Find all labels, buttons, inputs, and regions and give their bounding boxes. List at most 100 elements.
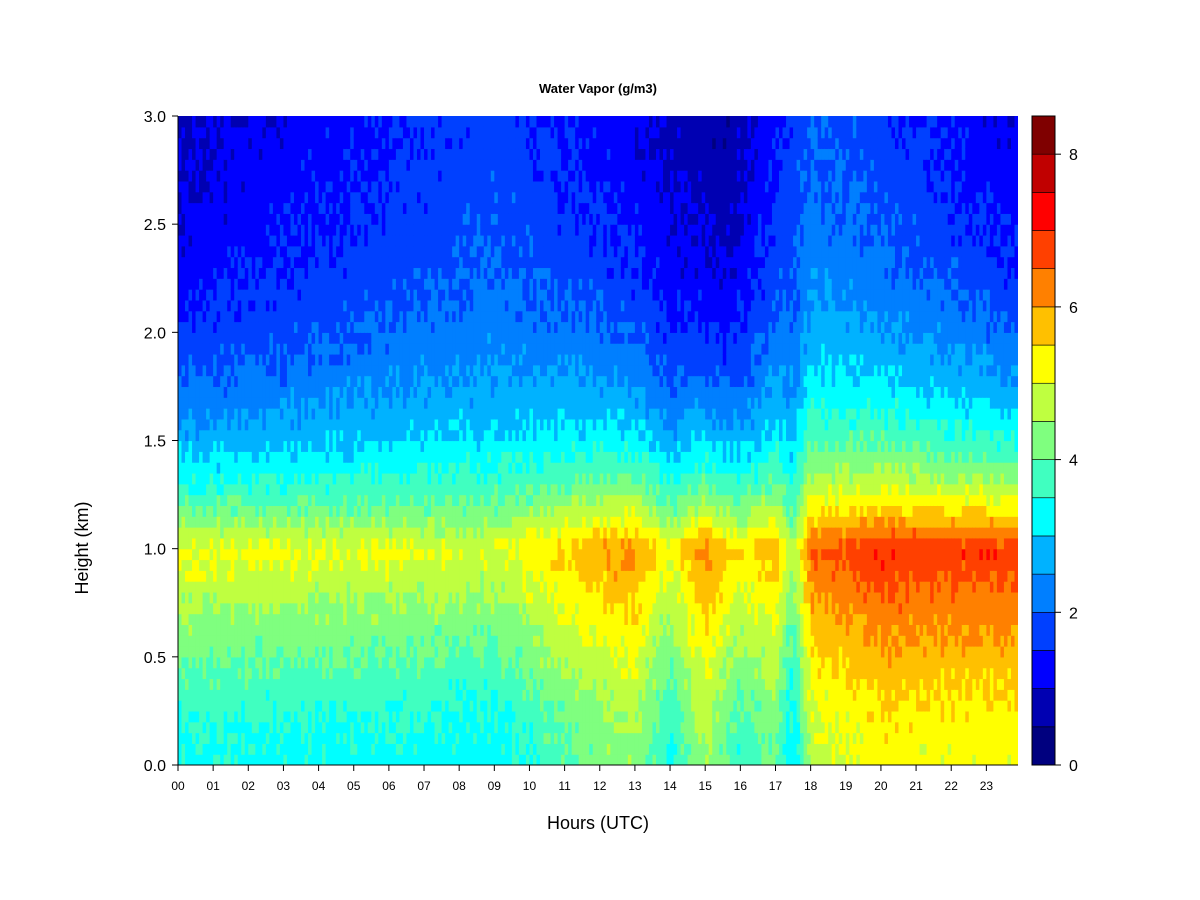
heatmap-cell <box>374 462 379 474</box>
heatmap-cell <box>297 462 302 474</box>
heatmap-cell <box>297 170 302 182</box>
heatmap-cell <box>206 148 211 160</box>
heatmap-cell <box>315 289 320 301</box>
heatmap-cell <box>332 148 337 160</box>
heatmap-cell <box>434 245 439 258</box>
heatmap-cell <box>279 570 285 582</box>
heatmap-cell <box>237 299 242 312</box>
heatmap-cell <box>448 494 453 506</box>
heatmap-cell <box>181 440 186 452</box>
heatmap-cell <box>381 213 386 225</box>
heatmap-cell <box>395 353 401 366</box>
heatmap-cell <box>213 548 218 561</box>
heatmap-cell <box>322 213 327 225</box>
heatmap-cell <box>441 483 446 496</box>
heatmap-cell <box>265 343 270 355</box>
heatmap-cell <box>237 126 242 139</box>
heatmap-cell <box>178 245 183 258</box>
heatmap-cell <box>209 364 214 377</box>
heatmap-cell <box>195 472 200 485</box>
heatmap-cell <box>381 148 386 160</box>
heatmap-cell <box>304 591 309 604</box>
heatmap-cell <box>318 386 323 398</box>
heatmap-cell <box>206 397 211 409</box>
heatmap-cell <box>255 472 260 485</box>
heatmap-cell <box>244 602 249 615</box>
heatmap-cell <box>185 527 190 539</box>
heatmap-cell <box>427 613 432 625</box>
heatmap-cell <box>441 245 446 258</box>
heatmap-cell <box>413 137 418 150</box>
heatmap-cell <box>318 559 323 571</box>
heatmap-cell <box>339 278 344 290</box>
heatmap-cell <box>417 234 422 247</box>
heatmap-cell <box>409 224 415 236</box>
heatmap-cell <box>434 516 439 528</box>
heatmap-cell <box>248 591 253 604</box>
heatmap-cell <box>360 213 365 225</box>
heatmap-cell <box>209 732 214 744</box>
heatmap-cell <box>272 548 278 561</box>
heatmap-cell <box>469 646 474 658</box>
heatmap-cell <box>290 505 295 517</box>
heatmap-cell <box>353 689 358 701</box>
heatmap-cell <box>371 418 376 431</box>
heatmap-cell <box>371 667 376 680</box>
heatmap-cell <box>459 137 464 150</box>
heatmap-cell <box>276 494 281 506</box>
heatmap-cell <box>427 732 432 744</box>
heatmap-cell <box>427 483 432 496</box>
heatmap-cell <box>406 332 411 344</box>
heatmap-cell <box>441 494 446 506</box>
heatmap-cell <box>364 429 369 442</box>
heatmap-cell <box>181 137 186 150</box>
heatmap-cell <box>339 234 344 247</box>
heatmap-cell <box>248 299 253 312</box>
heatmap-cell <box>360 148 365 160</box>
heatmap-cell <box>199 321 204 333</box>
heatmap-cell <box>241 721 246 734</box>
heatmap-cell <box>364 332 369 344</box>
heatmap-cell <box>343 408 348 420</box>
heatmap-cell <box>185 613 190 625</box>
heatmap-cell <box>304 721 309 734</box>
heatmap-cell <box>308 516 313 528</box>
heatmap-cell <box>413 148 418 160</box>
heatmap-cell <box>357 180 362 193</box>
heatmap-cell <box>276 159 281 171</box>
heatmap-cell <box>227 180 232 193</box>
heatmap-cell <box>459 289 464 301</box>
heatmap-cell <box>459 732 464 744</box>
heatmap-cell <box>209 343 214 355</box>
heatmap-cell <box>293 321 299 333</box>
heatmap-cell <box>427 754 432 765</box>
heatmap-cell <box>392 462 397 474</box>
heatmap-cell <box>374 126 379 139</box>
heatmap-cell <box>385 591 390 604</box>
heatmap-cell <box>371 451 376 463</box>
heatmap-cell <box>385 386 390 398</box>
heatmap-cell <box>417 678 422 690</box>
heatmap-cell <box>265 137 270 150</box>
heatmap-cell <box>308 202 313 214</box>
heatmap-cell <box>318 591 323 604</box>
heatmap-cell <box>195 343 200 355</box>
heatmap-cell <box>360 624 365 636</box>
heatmap-cell <box>223 429 228 442</box>
heatmap-cell <box>378 667 383 680</box>
heatmap-cell <box>251 234 256 247</box>
heatmap-cell <box>265 159 270 171</box>
heatmap-cell <box>279 559 285 571</box>
heatmap-cell <box>339 440 344 452</box>
heatmap-cell <box>346 321 351 333</box>
heatmap-cell <box>339 678 344 690</box>
heatmap-cell <box>448 278 453 290</box>
heatmap-cell <box>248 148 253 160</box>
heatmap-cell <box>223 245 228 258</box>
heatmap-cell <box>209 202 214 214</box>
heatmap-cell <box>272 213 278 225</box>
heatmap-cell <box>286 581 292 593</box>
heatmap-cell <box>192 721 197 734</box>
heatmap-cell <box>353 646 358 658</box>
heatmap-cell <box>290 548 295 561</box>
